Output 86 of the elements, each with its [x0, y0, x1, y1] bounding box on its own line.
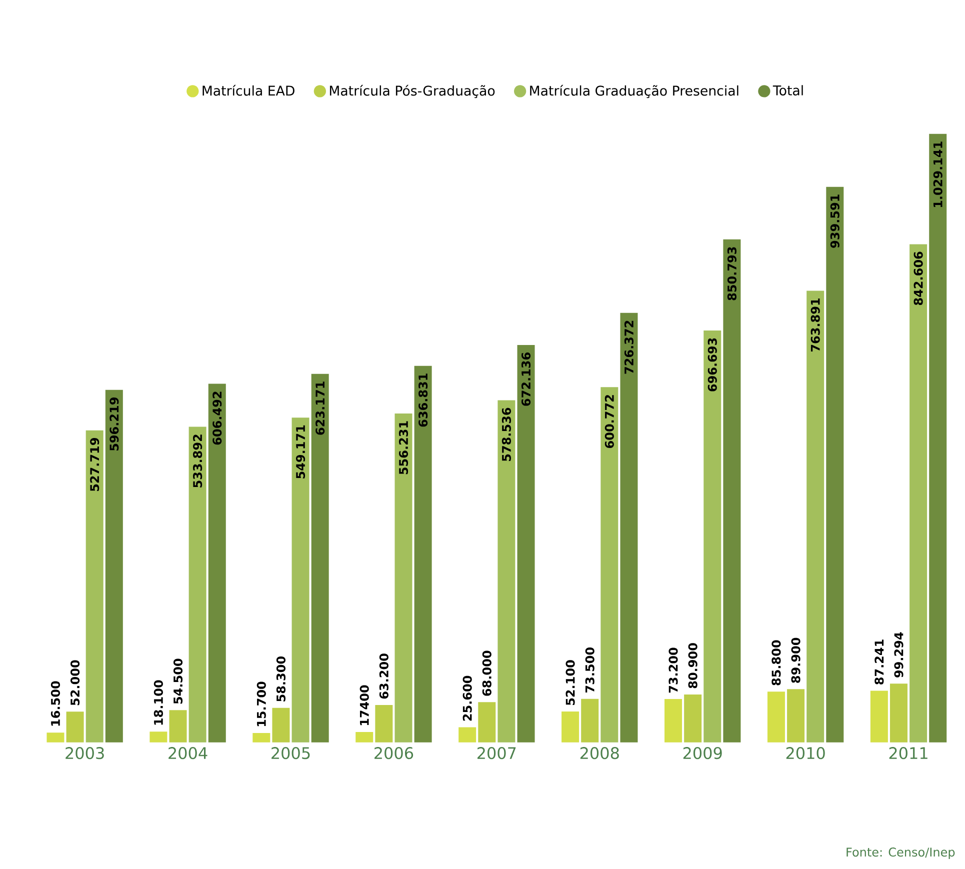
x-tick-label: 2005 [272, 747, 310, 760]
data-label: 17400 [360, 685, 369, 726]
bar [684, 694, 702, 742]
data-label: 556.231 [398, 421, 408, 474]
legend-label: Matrícula Pós-Graduação [330, 84, 495, 98]
data-label: 600.772 [604, 395, 614, 448]
data-label: 850.793 [727, 247, 736, 300]
bar [105, 390, 123, 742]
bar [478, 702, 496, 742]
bar [458, 727, 476, 742]
data-label: 842.606 [914, 252, 923, 306]
bar [806, 290, 824, 742]
bar [620, 312, 638, 742]
data-label: 25.600 [462, 676, 472, 721]
bar [356, 732, 374, 742]
bar [890, 684, 908, 742]
bar [272, 708, 290, 742]
data-label: 68.000 [482, 650, 492, 696]
data-label: 54.500 [173, 658, 183, 704]
bar [394, 413, 412, 742]
bar [188, 426, 206, 742]
data-label: 623.171 [316, 382, 325, 435]
data-label: 18.100 [154, 680, 163, 725]
bar [929, 134, 947, 742]
x-tick-label: 2007 [477, 747, 516, 760]
data-label: 52.100 [566, 660, 575, 706]
bar [169, 710, 187, 742]
data-label: 533.892 [193, 434, 202, 488]
data-label: 549.171 [296, 425, 306, 478]
bar [704, 330, 722, 742]
data-label: 939.591 [830, 194, 840, 248]
data-label: 763.891 [810, 298, 820, 352]
bar [581, 698, 599, 742]
source-note: Fonte: Censo/Inep [846, 848, 955, 859]
bar [414, 366, 432, 742]
bar [252, 733, 270, 742]
bar [46, 732, 64, 742]
bar [870, 690, 888, 742]
legend-label: Total [772, 85, 803, 96]
bar [375, 704, 393, 742]
data-label: 58.300 [276, 656, 286, 702]
bar [86, 430, 104, 742]
data-label: 696.693 [708, 338, 717, 392]
legend-label: Matrícula Graduação Presencial [530, 84, 738, 98]
bar [723, 239, 741, 742]
data-label: 85.800 [772, 640, 781, 686]
x-tick-label: 2004 [168, 747, 208, 760]
data-label: 606.492 [212, 392, 222, 445]
bar [498, 400, 516, 742]
bar [767, 692, 785, 742]
data-label: 99.294 [894, 632, 904, 678]
bar [208, 384, 226, 742]
data-label: 73.500 [585, 648, 594, 692]
data-label: 87.241 [874, 640, 884, 684]
data-label: 578.536 [502, 408, 511, 461]
data-label: 89.900 [791, 638, 800, 683]
data-label: 527.719 [90, 438, 100, 492]
bar [562, 712, 580, 742]
data-label: 52.000 [70, 660, 80, 706]
bar [787, 689, 805, 742]
data-label: 726.372 [624, 320, 634, 374]
x-tick-label: 2003 [66, 747, 104, 760]
data-label: 1.029.141 [933, 142, 942, 208]
bar [517, 344, 535, 742]
bar [150, 732, 168, 742]
x-tick-label: 2006 [374, 747, 414, 760]
bar [910, 244, 928, 742]
x-tick-label: 2010 [786, 747, 825, 760]
data-label: 80.900 [688, 643, 698, 688]
x-tick-label: 2008 [580, 747, 619, 760]
bar [66, 712, 84, 742]
bar [311, 374, 329, 742]
bar [826, 186, 844, 742]
bar [292, 418, 310, 742]
data-label: 73.200 [668, 648, 678, 693]
bar [664, 699, 682, 742]
data-label: 672.136 [521, 352, 531, 406]
data-label: 16.500 [50, 681, 60, 726]
x-tick-label: 2009 [683, 747, 722, 760]
data-label: 63.200 [379, 654, 388, 699]
legend-label: Matrícula EAD [202, 84, 294, 96]
x-tick-label: 2011 [889, 747, 928, 760]
data-label: 636.831 [418, 374, 428, 427]
bar [600, 387, 618, 742]
data-label: 15.700 [256, 682, 266, 726]
data-label: 596.219 [110, 398, 119, 451]
